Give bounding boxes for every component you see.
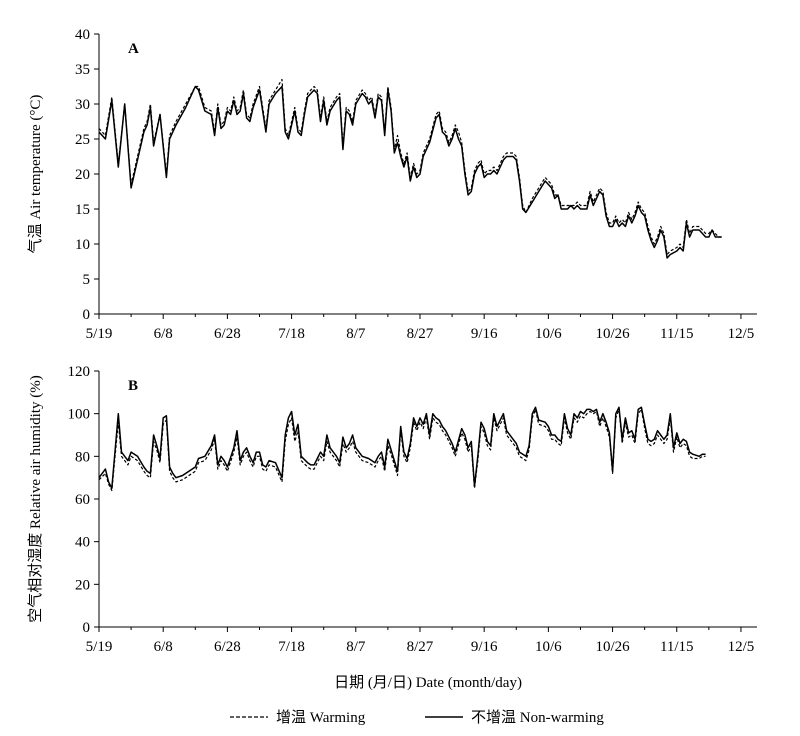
panel-b-x-tick-label: 6/8 bbox=[154, 639, 173, 655]
panel-a-x-tick-label: 7/18 bbox=[278, 326, 305, 342]
panel-b-x-tick-label: 10/26 bbox=[595, 639, 630, 655]
panel-a-series-non-warming bbox=[98, 85, 722, 259]
panel-b-x-tick-label: 11/15 bbox=[660, 639, 694, 655]
panel-a-x-tick-label: 6/8 bbox=[154, 326, 173, 342]
panel-a-y-tick-label: 40 bbox=[75, 27, 90, 43]
panel-a-x-tick-label: 11/15 bbox=[660, 326, 694, 342]
panel-b-y-tick-label: 120 bbox=[68, 364, 91, 380]
panel-a-x-tick-label: 6/28 bbox=[214, 326, 241, 342]
panel-b-x-tick-label: 12/5 bbox=[728, 639, 755, 655]
panel-b-label: B bbox=[128, 378, 138, 394]
legend-label-warming: 增温 Warming bbox=[276, 709, 366, 726]
panel-b-x-tick-label: 8/7 bbox=[346, 639, 366, 655]
panel-b-y-tick-label: 80 bbox=[75, 449, 90, 465]
panel-b-x-tick-label: 6/28 bbox=[214, 639, 241, 655]
panel-b-series-warming bbox=[98, 408, 706, 492]
panel-a-y-tick-label: 30 bbox=[75, 97, 90, 113]
panel-a-x-tick-label: 8/27 bbox=[407, 326, 434, 342]
panel-b-y-tick-label: 60 bbox=[75, 492, 90, 508]
panel-a-x-tick-label: 9/16 bbox=[471, 326, 498, 342]
legend: 增温 Warming 不增温 Non-warming bbox=[230, 709, 604, 726]
panel-a-y-tick-label: 15 bbox=[75, 202, 90, 218]
panel-b-y-tick-label: 20 bbox=[75, 577, 90, 593]
panel-a-label: A bbox=[128, 41, 139, 57]
panel-b-y-axis-title: 空气相对湿度 Relative air humidity (%) bbox=[27, 375, 44, 622]
panel-a-series-warming bbox=[98, 78, 722, 256]
panel-a-y-tick-label: 5 bbox=[83, 272, 91, 288]
panel-b: 0 20 40 60 80 100 120 5/19 6/8 6/28 7/18 8/7 8/27 9/1… bbox=[27, 364, 757, 691]
panel-a-y-tick-label: 20 bbox=[75, 167, 90, 183]
panel-b-x-tick-label: 9/16 bbox=[471, 639, 498, 655]
panel-a-x-tick-label: 8/7 bbox=[346, 326, 366, 342]
panel-b-y-tick-label: 100 bbox=[68, 407, 91, 423]
panel-b-x-tick-label: 5/19 bbox=[86, 639, 113, 655]
panel-a-x-tick-label: 10/6 bbox=[535, 326, 562, 342]
panel-a-y-axis-title: 气温 Air temperature (°C) bbox=[27, 95, 44, 254]
panel-a: 0 5 10 15 20 25 30 35 40 5/19 6/8 6/28 7/18 8/7 8/27 9/… bbox=[27, 27, 757, 342]
panel-a-y-tick-label: 35 bbox=[75, 62, 90, 78]
legend-label-non-warming: 不增温 Non-warming bbox=[471, 709, 604, 726]
panel-a-x-tick-label: 10/26 bbox=[595, 326, 630, 342]
panel-b-y-tick-label: 40 bbox=[75, 535, 90, 551]
panel-b-y-tick-label: 0 bbox=[83, 620, 91, 636]
panel-a-y-tick-label: 10 bbox=[75, 237, 90, 253]
panel-a-y-tick-label: 0 bbox=[83, 307, 91, 323]
panel-a-x-tick-label: 5/19 bbox=[86, 326, 113, 342]
panel-b-x-tick-label: 10/6 bbox=[535, 639, 562, 655]
panel-a-y-tick-label: 25 bbox=[75, 132, 90, 148]
panel-b-x-axis-title: 日期 (月/日) Date (month/day) bbox=[334, 674, 522, 691]
panel-a-x-tick-label: 12/5 bbox=[728, 326, 755, 342]
panel-b-x-tick-label: 7/18 bbox=[278, 639, 305, 655]
panel-b-x-tick-label: 8/27 bbox=[407, 639, 434, 655]
